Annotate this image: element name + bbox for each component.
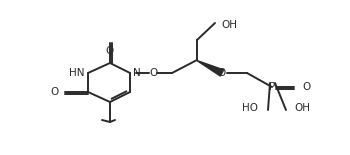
Text: P: P: [269, 82, 275, 92]
Text: O: O: [302, 82, 310, 92]
Text: O: O: [106, 46, 114, 56]
Text: OH: OH: [221, 20, 237, 30]
Text: HN: HN: [69, 68, 84, 78]
Text: N: N: [133, 68, 141, 78]
Text: O: O: [51, 87, 59, 97]
Text: O: O: [218, 68, 226, 78]
Text: HO: HO: [242, 103, 258, 113]
Polygon shape: [197, 60, 224, 76]
Text: O: O: [149, 68, 157, 78]
Text: OH: OH: [294, 103, 310, 113]
